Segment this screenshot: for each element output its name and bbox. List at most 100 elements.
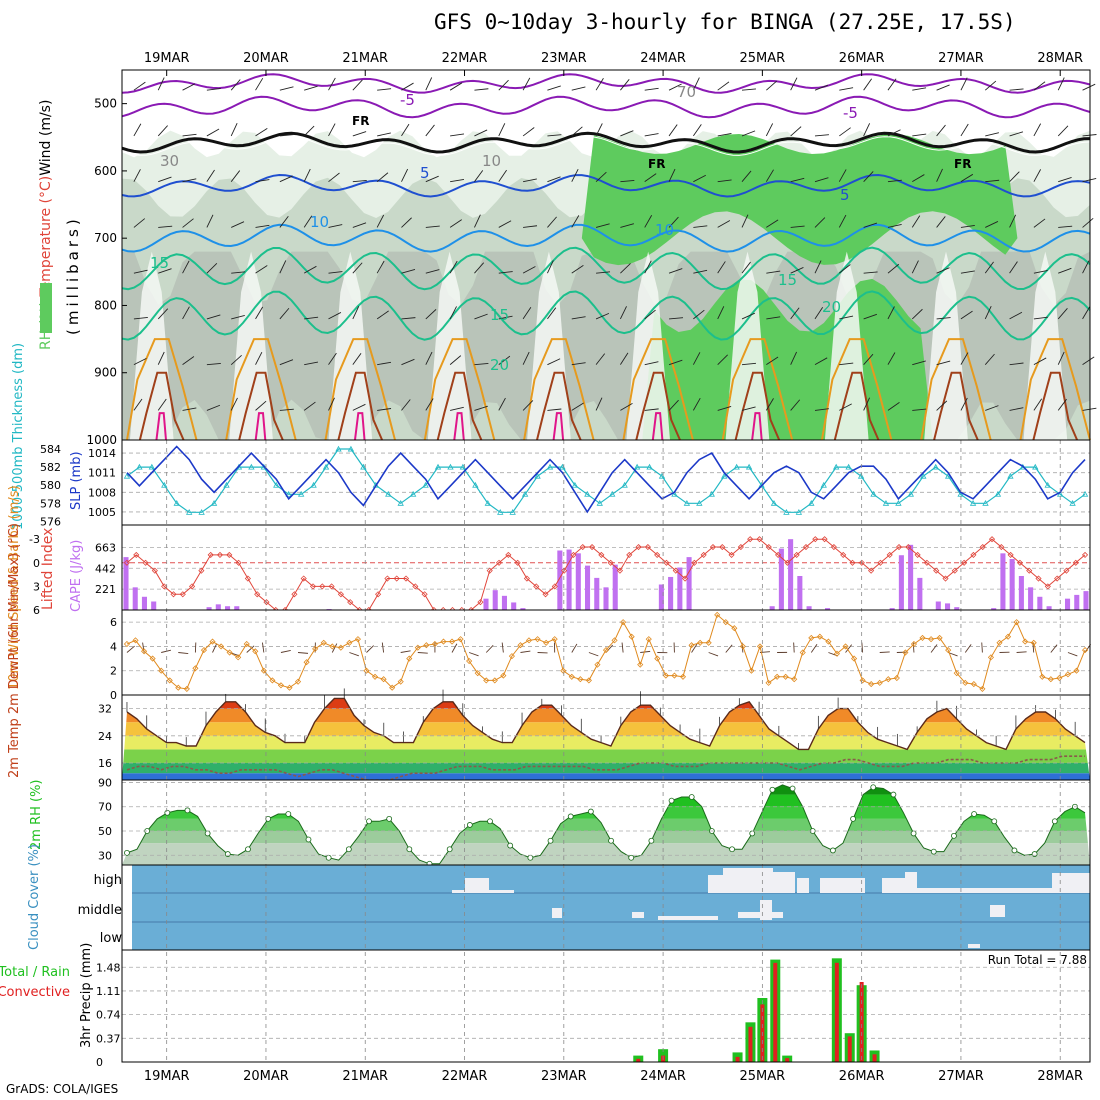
wind-barb — [790, 399, 801, 411]
wind-barb — [960, 77, 968, 91]
wind-barb — [717, 406, 732, 411]
rh-point — [265, 815, 272, 822]
li-point — [821, 536, 828, 543]
wind-barb — [839, 264, 851, 274]
cape-tick-label: 221 — [95, 583, 116, 596]
wind-barb — [790, 266, 804, 274]
wind-barb — [571, 265, 584, 274]
cape-bar — [1009, 559, 1015, 610]
rh-point — [164, 809, 171, 816]
wind-barb — [912, 87, 927, 91]
cloud-label: Cloud Cover (%) — [27, 844, 42, 950]
temp-tick-label: 16 — [98, 757, 112, 770]
li-point — [542, 591, 549, 598]
temp-contour-30 — [833, 371, 880, 441]
wind-barb — [133, 81, 146, 91]
wind-barb — [450, 133, 465, 137]
li-point — [998, 543, 1005, 551]
wind-speed-point — [158, 667, 165, 674]
wind-speed-point — [637, 661, 644, 668]
wind-barb — [717, 179, 732, 183]
wind-speed-point — [756, 643, 764, 650]
wind-speed-point — [611, 637, 618, 644]
wind-speed-point — [602, 647, 610, 654]
wind-speed-point — [679, 673, 687, 680]
li-point — [979, 543, 986, 551]
wind-barb — [474, 405, 488, 411]
wind-speed-point — [842, 643, 849, 650]
wind-barb — [741, 312, 755, 320]
wind-tick-label: 4 — [110, 640, 117, 653]
wind-barb — [255, 351, 263, 365]
rh-point — [285, 811, 292, 817]
wind-barb-10m — [485, 644, 494, 653]
wind-barb-10m — [298, 652, 309, 654]
wind-barb — [328, 312, 342, 320]
rh-point — [487, 818, 493, 825]
upper-ytick-label: 1000 — [86, 433, 117, 447]
wind-barb — [255, 265, 268, 274]
thickness-point — [322, 463, 330, 470]
wind-speed-point — [423, 642, 430, 649]
cloud-cell — [797, 878, 809, 893]
wind-speed-point — [269, 677, 276, 684]
li-point — [681, 575, 689, 582]
wind-barb — [425, 175, 439, 183]
wind-barb — [498, 271, 513, 274]
wind-speed-point — [337, 644, 344, 651]
wind-speed-point — [577, 676, 584, 683]
thickness-point — [696, 499, 703, 506]
wind-barb-10m — [1016, 651, 1027, 653]
wind-barb — [1082, 178, 1097, 183]
wind-speed-point — [799, 649, 806, 656]
wind-speed-point — [123, 640, 131, 648]
wind-barb — [693, 269, 708, 274]
wind-speed-point — [1047, 676, 1054, 683]
wind-barb — [1058, 225, 1073, 228]
wind-speed-point — [363, 667, 370, 674]
wind-barb — [1057, 125, 1069, 137]
li-point — [421, 591, 428, 598]
wind-speed-point — [893, 674, 900, 682]
wind-barb — [425, 225, 440, 228]
wind-barb — [401, 82, 414, 91]
slp-tick-label: 1011 — [88, 467, 116, 480]
cape-bar — [825, 608, 831, 610]
wind-barb — [838, 214, 847, 228]
wind-barb — [717, 81, 730, 91]
wind-barb — [595, 171, 607, 183]
thickness-point — [1007, 472, 1014, 479]
wind-barb-10m — [331, 643, 338, 653]
wind-barb — [668, 399, 679, 411]
wind-speed-point — [885, 676, 892, 683]
wind-barb-10m — [708, 652, 719, 657]
thickness-point — [671, 490, 678, 497]
wind-barb — [814, 306, 824, 320]
cloud-cell — [760, 900, 772, 920]
li-point — [840, 551, 847, 558]
cape-bar — [566, 549, 572, 610]
cape-bar — [935, 601, 941, 610]
wind-barb — [620, 179, 635, 183]
wind-barb — [912, 360, 926, 366]
cape-bar — [668, 576, 674, 610]
wind-barb — [595, 123, 603, 137]
panel-wind10m: 0 2 4 6 10m Wind Speed & Barbs (m/s) — [7, 485, 1092, 702]
wind-barb — [839, 87, 854, 91]
temp-contour-25 — [622, 338, 694, 441]
wind-barb — [133, 169, 141, 182]
li-point — [133, 551, 140, 558]
wind-barb — [352, 306, 360, 320]
thickness-point — [347, 445, 355, 452]
temp-contour-25 — [423, 338, 496, 441]
cloud-cell — [1052, 873, 1090, 893]
wind-barb — [1033, 218, 1046, 228]
rh-point — [668, 797, 675, 804]
li-point — [905, 543, 912, 551]
contour-label: -5 — [843, 104, 858, 122]
li-point — [1007, 551, 1014, 558]
li-point — [123, 559, 131, 566]
wind-barb — [328, 77, 336, 91]
wind-barb-10m — [964, 644, 972, 653]
wind-barb — [206, 169, 215, 182]
